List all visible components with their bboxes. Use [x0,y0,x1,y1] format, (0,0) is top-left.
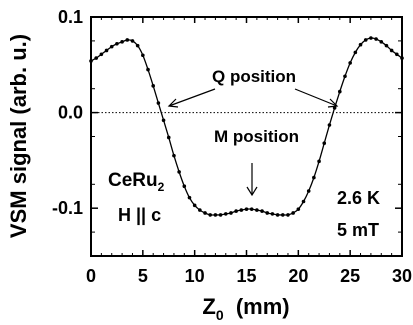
data-point [389,48,394,53]
q-arrow-left [167,88,216,108]
data-point [151,84,155,88]
data-point [146,67,150,72]
data-point [192,203,197,208]
series-points [89,36,404,217]
y-tick-label: 0.0 [58,103,83,123]
data-point [198,208,202,212]
data-point [280,213,285,217]
field-label: 5 mT [337,220,379,240]
x-tick-label: 30 [392,266,412,286]
data-point [161,118,166,123]
data-point [166,135,171,140]
data-point [327,123,332,127]
data-point [135,43,140,48]
data-point [343,74,347,79]
temperature-label: 2.6 K [337,188,380,208]
data-point [182,184,187,189]
data-point [395,52,399,57]
field-direction-label: H || c [118,205,161,225]
data-point [115,41,119,46]
data-point [120,40,124,44]
data-point [255,208,259,212]
axis-ticks [90,16,403,256]
x-tick-label: 0 [86,266,96,286]
data-point [379,40,384,44]
x-tick-label: 25 [340,266,360,286]
data-point [353,50,358,55]
data-point [384,43,389,48]
q-arrow-right [294,88,339,108]
data-point [130,39,135,43]
data-point [317,159,321,164]
data-point [286,213,290,217]
x-tick-labels: 0 5 10 15 20 25 30 [86,266,412,286]
data-point [374,37,378,41]
data-point [400,56,404,60]
data-point [234,209,238,213]
data-point [239,208,244,212]
data-point [172,153,176,158]
data-point [156,101,161,105]
data-point [363,38,368,42]
data-point [187,195,192,200]
data-point [358,42,363,47]
y-tick-label: -0.1 [52,198,83,218]
data-point [109,44,114,49]
data-point [275,213,280,217]
data-point [141,53,145,58]
data-point [348,61,352,65]
data-point [213,213,218,217]
y-tick-labels: 0.1 0.0 -0.1 [52,7,83,218]
data-point [260,209,264,213]
data-point [338,89,342,94]
data-point [312,175,316,180]
data-point [291,211,295,215]
data-point [369,36,373,40]
data-point [223,212,228,216]
data-point [94,56,98,60]
data-point [99,52,104,57]
data-point [229,211,233,215]
data-point [125,38,130,42]
data-point [104,48,109,53]
data-point [244,207,249,211]
q-position-label: Q position [212,67,296,86]
data-point [301,199,306,204]
data-point [265,211,270,215]
x-tick-label: 5 [138,266,148,286]
x-axis-title: Z0 (mm) [202,294,289,323]
y-axis-title: VSM signal (arb. u.) [6,34,31,238]
x-tick-label: 10 [185,266,205,286]
data-point [296,207,301,211]
data-point [203,211,207,215]
data-point [89,59,93,63]
data-point [218,213,223,217]
x-tick-label: 15 [236,266,256,286]
y-tick-label: 0.1 [58,7,83,27]
sample-label: CeRu2 [108,170,165,194]
data-point [208,213,213,217]
x-tick-label: 20 [288,266,308,286]
data-point [270,212,275,216]
data-point [306,189,311,193]
data-point [322,141,327,145]
m-position-label: M position [214,127,299,146]
m-arrow [246,163,258,197]
data-point [177,170,181,174]
data-point [249,207,254,211]
